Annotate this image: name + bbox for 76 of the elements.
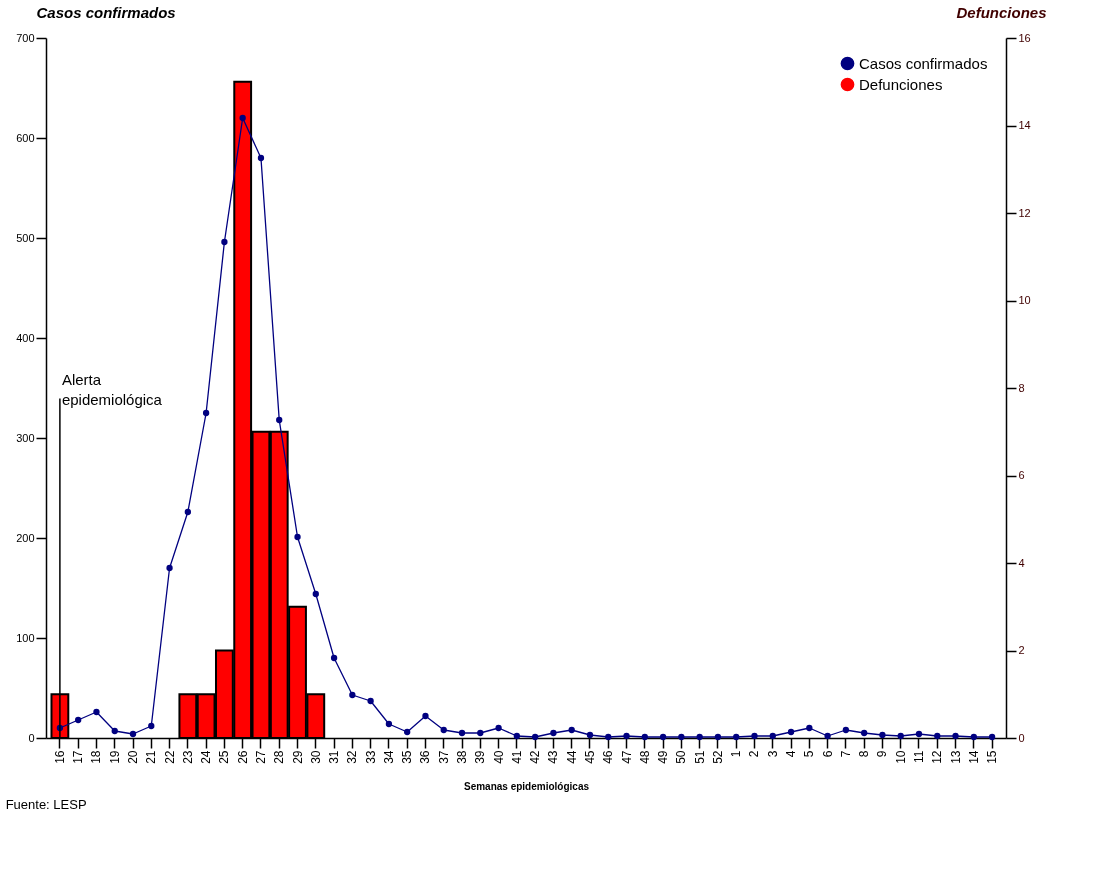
x-tick-label: 29 xyxy=(290,750,305,764)
x-tick-label: 21 xyxy=(144,750,159,764)
x-tick-label: 40 xyxy=(491,750,506,764)
legend-label: Defunciones xyxy=(859,75,943,93)
x-tick-label: 39 xyxy=(473,750,488,764)
x-tick-label: 44 xyxy=(564,750,579,764)
x-tick-label: 31 xyxy=(327,750,342,764)
x-tick-label: 52 xyxy=(710,750,725,764)
x-tick-label: 27 xyxy=(253,750,268,764)
x-tick-label: 33 xyxy=(363,750,378,764)
y-tick-label: 400 xyxy=(16,331,35,344)
x-tick-label: 38 xyxy=(455,750,470,764)
x-tick-label: 24 xyxy=(199,750,214,764)
x-tick-label: 8 xyxy=(857,750,872,758)
x-tick-label: 41 xyxy=(509,750,524,764)
x-tick-label: 23 xyxy=(180,750,195,764)
x-tick-label: 26 xyxy=(235,750,250,764)
y-tick-label: 600 xyxy=(16,131,35,144)
x-tick-label: 17 xyxy=(71,750,86,764)
x-tick-label: 42 xyxy=(528,750,543,764)
legend-label: Casos confirmados xyxy=(859,54,988,72)
x-tick-label: 22 xyxy=(162,750,177,764)
x-tick-label: 16 xyxy=(52,750,67,764)
y2-tick-label: 0 xyxy=(1018,731,1025,744)
y-tick-label: 500 xyxy=(16,231,35,244)
x-tick-label: 18 xyxy=(89,750,104,764)
x-tick-label: 46 xyxy=(601,750,616,764)
y-tick-label: 200 xyxy=(16,531,35,544)
x-tick-label: 2 xyxy=(747,750,762,758)
x-tick-label: 20 xyxy=(126,750,141,764)
x-tick-label: 6 xyxy=(820,750,835,758)
x-tick-label: 15 xyxy=(985,750,1000,764)
y-tick-label: 700 xyxy=(16,31,35,44)
y2-tick-label: 10 xyxy=(1018,294,1031,306)
x-tick-label: 37 xyxy=(436,750,451,764)
x-tick-label: 48 xyxy=(637,750,652,764)
x-tick-label: 32 xyxy=(345,750,360,764)
x-tick-label: 19 xyxy=(107,750,122,764)
x-tick-label: 36 xyxy=(418,750,433,764)
x-tick-label: 11 xyxy=(911,750,926,763)
y-tick-label: 0 xyxy=(28,731,35,744)
x-tick-label: 25 xyxy=(217,750,232,764)
x-tick-label: 5 xyxy=(802,750,817,758)
x-tick-label: 28 xyxy=(272,750,287,764)
x-tick-label: 34 xyxy=(381,750,396,764)
y2-tick-label: 8 xyxy=(1018,381,1025,394)
y2-tick-label: 2 xyxy=(1018,644,1025,656)
source-note: Fuente: LESP xyxy=(5,797,87,813)
x-tick-label: 3 xyxy=(765,750,780,758)
x-tick-label: 51 xyxy=(692,750,707,764)
y2-axis-title: Defunciones xyxy=(956,3,1047,21)
x-tick-label: 47 xyxy=(619,750,634,764)
x-tick-label: 4 xyxy=(784,750,799,758)
y2-tick-label: 6 xyxy=(1018,469,1025,481)
x-tick-label: 30 xyxy=(308,750,323,764)
y2-tick-label: 4 xyxy=(1018,556,1025,569)
y2-tick-label: 12 xyxy=(1018,206,1031,219)
x-tick-label: 7 xyxy=(838,750,853,758)
x-tick-label: 43 xyxy=(546,750,561,764)
ref-line-label: Alerta epidemiológica xyxy=(61,371,163,408)
y2-tick-label: 16 xyxy=(1018,31,1031,44)
x-tick-label: 12 xyxy=(930,750,945,764)
x-tick-label: 9 xyxy=(875,750,890,758)
y-tick-label: 300 xyxy=(16,431,35,444)
x-tick-label: 49 xyxy=(656,750,671,764)
x-axis-title: Semanas epidemiológicas xyxy=(463,780,590,792)
y2-tick-label: 14 xyxy=(1018,119,1031,131)
x-tick-label: 1 xyxy=(729,750,744,758)
y-tick-label: 100 xyxy=(16,631,35,644)
x-tick-label: 45 xyxy=(582,750,597,764)
x-tick-label: 13 xyxy=(948,750,963,764)
x-tick-label: 50 xyxy=(674,750,689,764)
x-tick-label: 35 xyxy=(400,750,415,764)
y-axis-title: Casos confirmados xyxy=(36,3,176,21)
x-tick-label: 14 xyxy=(966,750,981,764)
x-tick-label: 10 xyxy=(893,750,908,764)
